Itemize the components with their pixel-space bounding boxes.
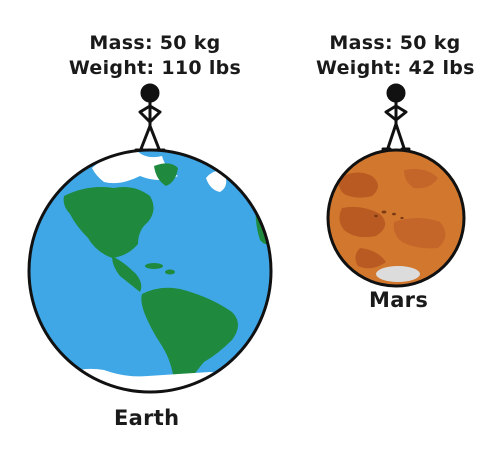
earth-globe-icon [27,148,273,394]
earth-person-stick-figure-icon [134,83,166,152]
mars-person-stick-figure-icon [381,83,411,151]
earth-name-label: Earth [114,406,180,430]
earth-mass-label: Mass: 50 kg [89,32,221,54]
mars-weight-label: Weight: 42 lbs [316,57,475,79]
mars-planet-icon [326,148,466,288]
mars-name-label: Mars [369,288,429,312]
mars-mass-label: Mass: 50 kg [329,32,461,54]
earth-weight-label: Weight: 110 lbs [68,57,242,79]
